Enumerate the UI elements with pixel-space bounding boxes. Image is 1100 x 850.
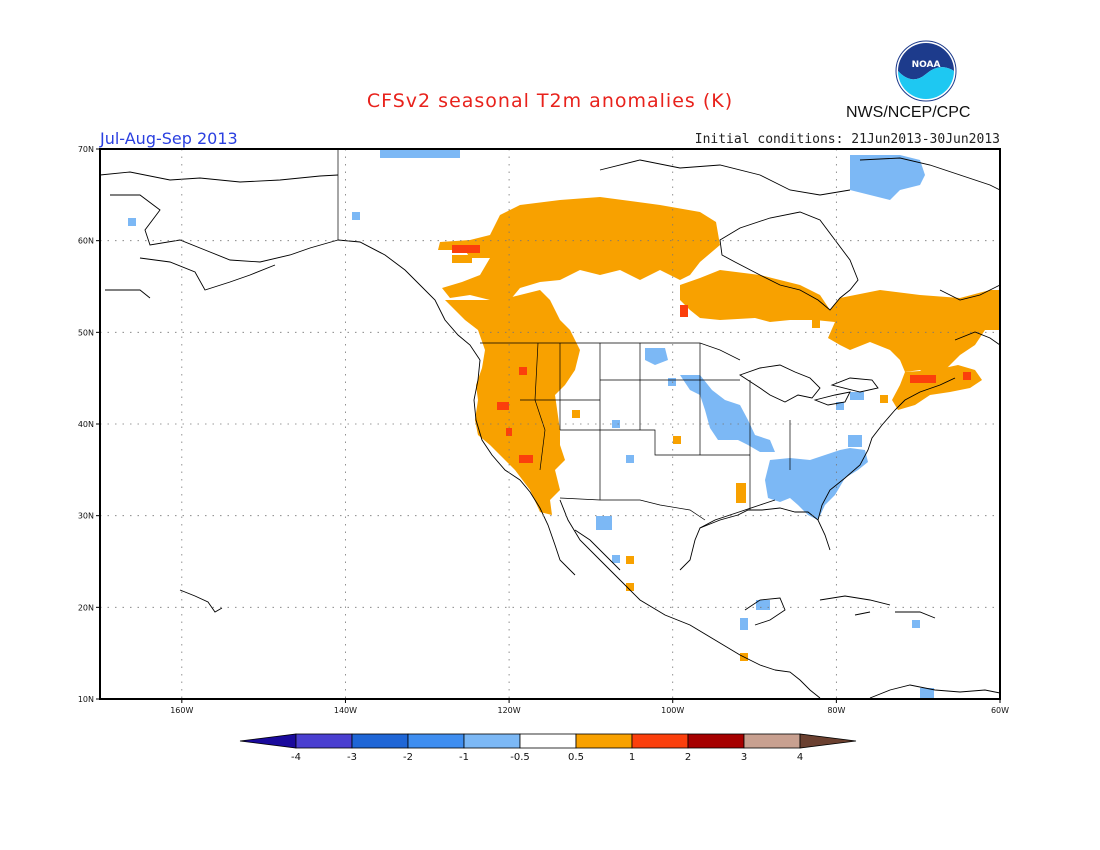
colorbar: -4 -3 -2 -1 -0.5 0.5 1 2 3 4 bbox=[239, 733, 857, 763]
lat-tick-label: 50N bbox=[78, 328, 94, 337]
colorbar-high-arrow bbox=[799, 733, 857, 749]
lat-tick-label: 30N bbox=[78, 512, 94, 521]
colorbar-bin bbox=[351, 733, 409, 749]
lat-tick-label: 60N bbox=[78, 237, 94, 246]
colorbar-label: 1 bbox=[629, 752, 635, 763]
logo-text: NOAA bbox=[912, 60, 941, 70]
lon-tick-label: 160W bbox=[170, 706, 193, 715]
colorbar-bin bbox=[463, 733, 521, 749]
noaa-logo: NOAA bbox=[895, 40, 957, 102]
lon-tick-label: 60W bbox=[991, 706, 1009, 715]
colorbar-bin bbox=[295, 733, 353, 749]
colorbar-bin bbox=[575, 733, 633, 749]
lat-tick-label: 20N bbox=[78, 603, 94, 612]
colorbar-label: -4 bbox=[291, 752, 301, 763]
political-borders bbox=[337, 150, 791, 521]
lat-tick-label: 40N bbox=[78, 420, 94, 429]
colorbar-bin bbox=[743, 733, 801, 749]
agency-label: NWS/NCEP/CPC bbox=[846, 104, 971, 121]
colorbar-label: -2 bbox=[403, 752, 413, 763]
colorbar-label: -0.5 bbox=[510, 752, 530, 763]
lon-tick-label: 80W bbox=[827, 706, 845, 715]
lon-tick-label: 120W bbox=[497, 706, 520, 715]
colorbar-label: 2 bbox=[685, 752, 691, 763]
colorbar-bin bbox=[631, 733, 689, 749]
colorbar-bin bbox=[407, 733, 465, 749]
colorbar-label: 0.5 bbox=[568, 752, 584, 763]
initial-conditions: Initial conditions: 21Jun2013-30Jun2013 bbox=[694, 132, 1000, 147]
lon-tick-labels: 160W 140W 120W 100W 80W 60W bbox=[170, 699, 1009, 715]
colorbar-label: 3 bbox=[741, 752, 747, 763]
colorbar-bin bbox=[519, 733, 577, 749]
colorbar-label: 4 bbox=[797, 752, 803, 763]
coastlines bbox=[99, 157, 1001, 699]
gridlines bbox=[100, 149, 1000, 699]
lat-tick-label: 10N bbox=[78, 695, 94, 704]
colorbar-label: -1 bbox=[459, 752, 469, 763]
forecast-period: Jul-Aug-Sep 2013 bbox=[100, 129, 238, 148]
lat-tick-labels: 70N 60N 50N 40N 30N 20N 10N bbox=[78, 145, 100, 704]
map-title: CFSv2 seasonal T2m anomalies (K) bbox=[366, 90, 734, 112]
colorbar-label: -3 bbox=[347, 752, 357, 763]
anomaly-field bbox=[128, 150, 1000, 698]
lat-tick-label: 70N bbox=[78, 145, 94, 154]
lon-tick-label: 140W bbox=[334, 706, 357, 715]
colorbar-bin bbox=[687, 733, 745, 749]
lon-tick-label: 100W bbox=[661, 706, 684, 715]
colorbar-low-arrow bbox=[239, 733, 297, 749]
